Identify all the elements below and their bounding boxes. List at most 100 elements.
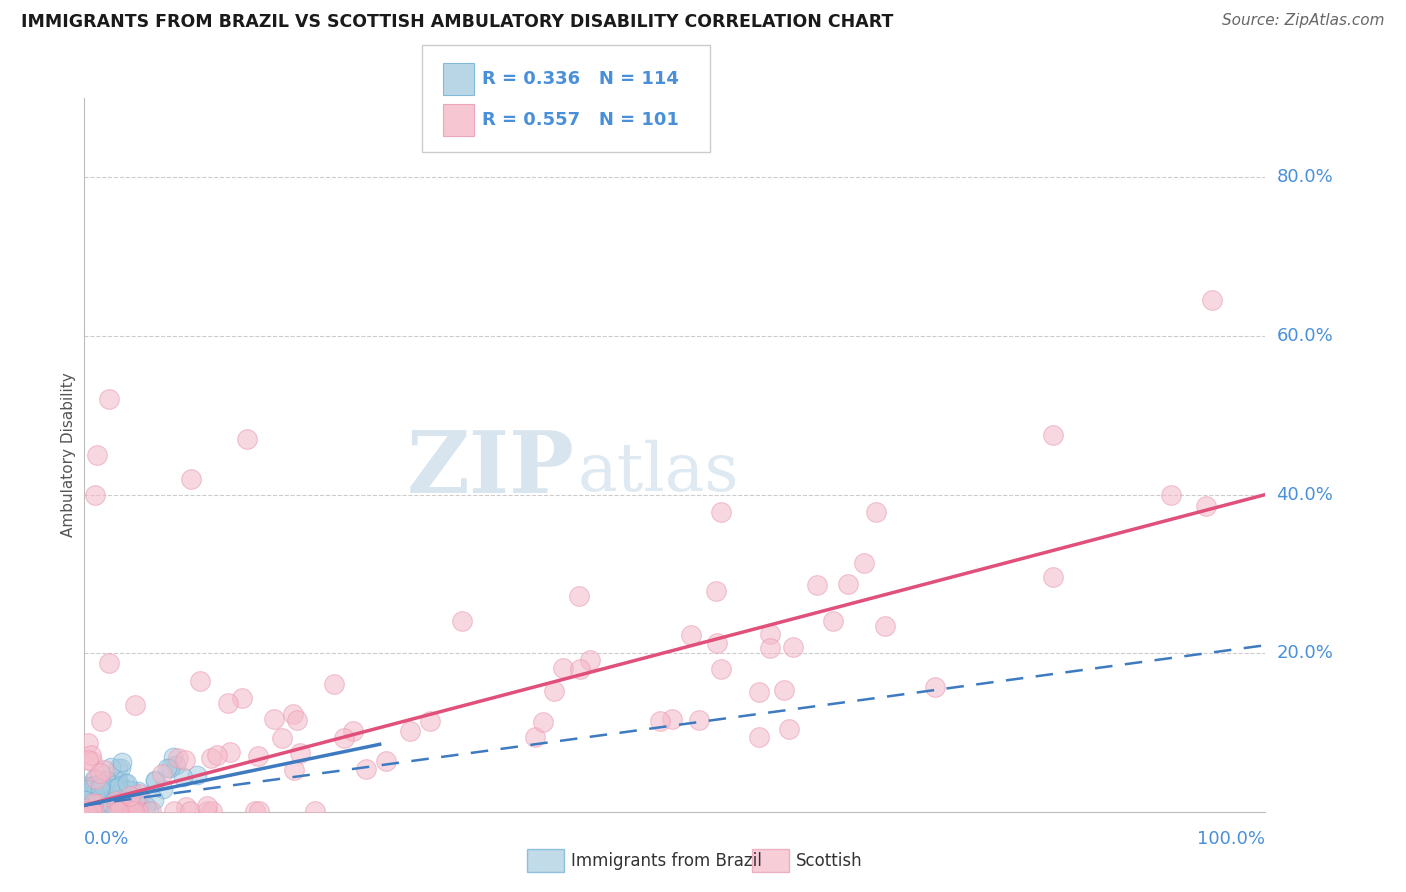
Point <box>236 432 259 446</box>
Point <box>120 789 142 803</box>
Point <box>1201 293 1223 308</box>
Point <box>84 804 107 818</box>
Point <box>100 804 122 818</box>
Point <box>1042 570 1064 584</box>
Point <box>80 747 103 762</box>
Point <box>76 804 98 818</box>
Point <box>87 800 110 814</box>
Point <box>152 781 174 796</box>
Point <box>97 804 120 818</box>
Point <box>91 791 114 805</box>
Point <box>89 766 111 780</box>
Point <box>91 791 114 805</box>
Point <box>86 448 108 462</box>
Point <box>419 714 441 728</box>
Point <box>124 698 146 712</box>
Point <box>83 772 105 786</box>
Point <box>87 804 110 818</box>
Point <box>93 801 115 815</box>
Point <box>75 804 97 818</box>
Point <box>94 791 117 805</box>
Point <box>523 731 546 745</box>
Point <box>342 724 364 739</box>
Point <box>87 787 110 801</box>
Point <box>1042 428 1064 442</box>
Point <box>143 772 166 787</box>
Point <box>759 640 782 655</box>
Point <box>82 804 104 818</box>
Point <box>174 753 197 767</box>
Point <box>83 804 105 818</box>
Point <box>77 795 100 809</box>
Point <box>110 761 132 775</box>
Point <box>247 749 270 764</box>
Point <box>165 758 187 772</box>
Point <box>166 751 188 765</box>
Point <box>90 804 112 818</box>
Text: 100.0%: 100.0% <box>1198 830 1265 847</box>
Point <box>200 750 222 764</box>
Point <box>90 803 112 817</box>
Point <box>569 662 592 676</box>
Point <box>80 804 103 818</box>
Point <box>121 797 143 811</box>
Point <box>107 804 129 818</box>
Point <box>101 798 124 813</box>
Point <box>80 804 103 818</box>
Point <box>650 714 672 728</box>
Point <box>75 804 97 818</box>
Point <box>122 804 145 818</box>
Point <box>283 763 305 777</box>
Point <box>748 685 770 699</box>
Point <box>704 584 727 599</box>
Point <box>75 793 97 807</box>
Point <box>205 748 228 763</box>
Point <box>162 749 184 764</box>
Point <box>89 804 111 818</box>
Point <box>96 804 118 818</box>
Point <box>143 793 166 807</box>
Point <box>83 487 105 501</box>
Text: atlas: atlas <box>578 440 740 506</box>
Point <box>551 661 574 675</box>
Point <box>1160 487 1182 501</box>
Point <box>104 794 127 808</box>
Point <box>186 768 208 782</box>
Point <box>118 797 141 812</box>
Point <box>105 780 128 795</box>
Point <box>89 798 111 813</box>
Text: ZIP: ZIP <box>406 427 575 511</box>
Point <box>103 792 125 806</box>
Text: 80.0%: 80.0% <box>1277 169 1333 186</box>
Point <box>91 784 114 798</box>
Point <box>451 615 474 629</box>
Point <box>84 804 107 818</box>
Point <box>73 786 96 800</box>
Point <box>773 682 796 697</box>
Point <box>127 804 149 818</box>
Point <box>375 754 398 768</box>
Point <box>87 804 110 818</box>
Point <box>100 804 122 818</box>
Point <box>80 804 103 818</box>
Point <box>543 684 565 698</box>
Point <box>108 796 131 810</box>
Point <box>76 804 98 818</box>
Point <box>84 786 107 800</box>
Point <box>98 791 121 805</box>
Point <box>79 804 101 818</box>
Point <box>93 789 115 804</box>
Point <box>112 804 135 818</box>
Point <box>91 792 114 806</box>
Point <box>201 804 224 818</box>
Point <box>77 736 100 750</box>
Point <box>270 731 292 745</box>
Point <box>399 724 422 739</box>
Text: 20.0%: 20.0% <box>1277 644 1333 662</box>
Point <box>111 755 134 769</box>
Point <box>96 795 118 809</box>
Point <box>837 577 859 591</box>
Point <box>89 780 111 795</box>
Point <box>865 505 887 519</box>
Point <box>84 772 107 786</box>
